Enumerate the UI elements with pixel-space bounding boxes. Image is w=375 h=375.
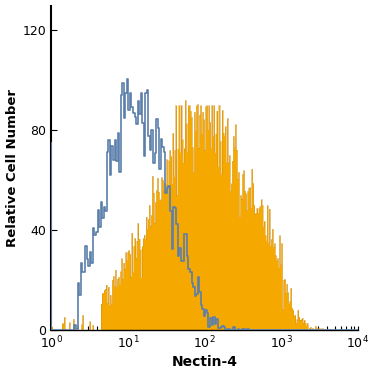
X-axis label: Nectin-4: Nectin-4	[172, 356, 238, 369]
Y-axis label: Relative Cell Number: Relative Cell Number	[6, 88, 18, 247]
